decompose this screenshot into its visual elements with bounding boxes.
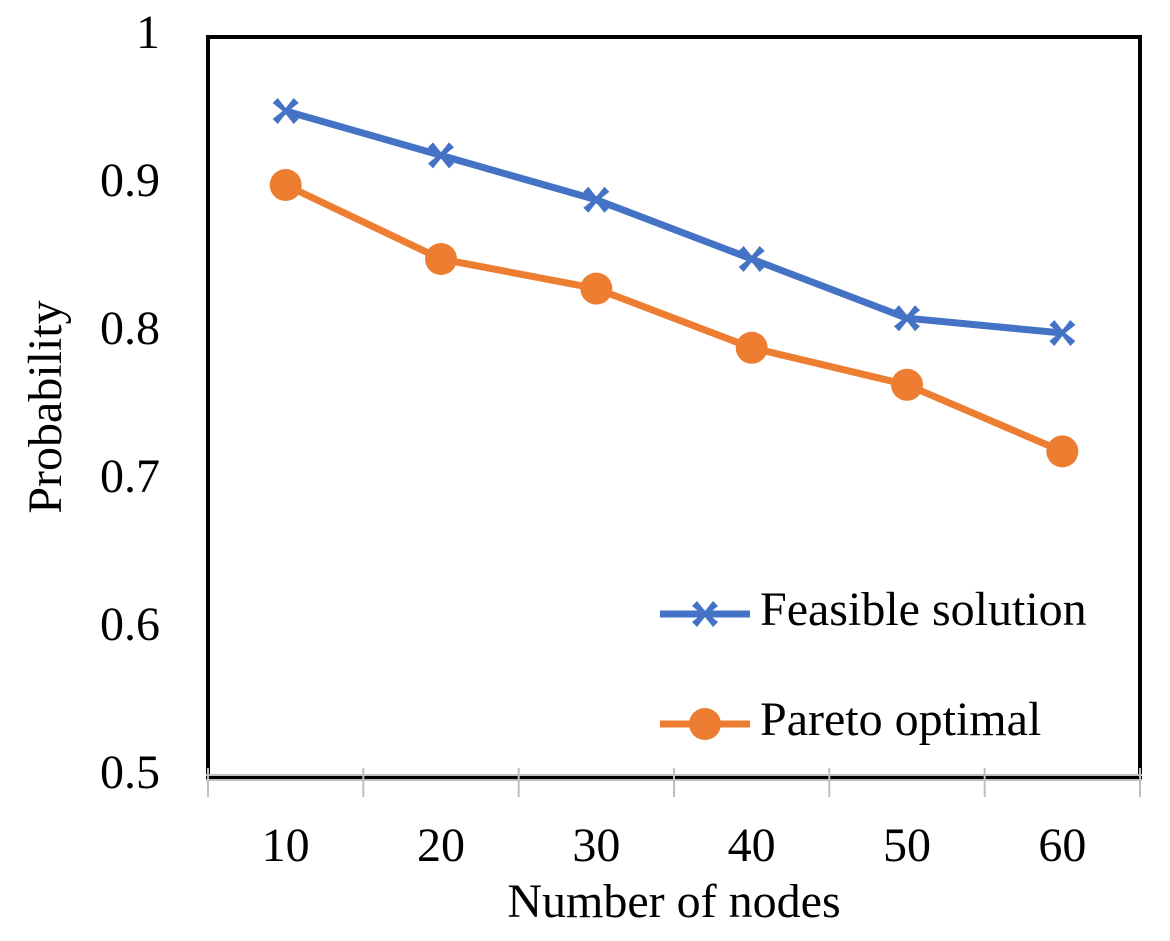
x-tick-label: 60 [1038, 819, 1086, 872]
legend-label: Pareto optimal [760, 693, 1041, 746]
legend-marker [689, 708, 721, 740]
y-tick-label: 0.6 [100, 598, 160, 651]
data-point [272, 98, 299, 124]
data-point [580, 272, 613, 305]
y-tick-label: 0.5 [100, 746, 160, 799]
y-tick-label: 0.7 [100, 450, 160, 503]
data-point [1046, 435, 1079, 468]
data-point [891, 368, 923, 401]
x-axis-title: Number of nodes [507, 875, 840, 928]
legend-label: Feasible solution [760, 583, 1087, 636]
x-tick-label: 50 [883, 819, 931, 872]
data-point [425, 243, 457, 275]
legend-marker [692, 601, 718, 627]
y-tick-label: 0.8 [100, 302, 160, 355]
x-tick-label: 40 [728, 819, 776, 872]
data-point [428, 142, 454, 169]
data-point [583, 186, 610, 213]
x-tick-label: 20 [417, 819, 465, 872]
x-tick-label: 10 [262, 819, 310, 872]
y-tick-label: 0.9 [100, 154, 160, 207]
x-tick-label: 30 [572, 819, 620, 872]
data-point [269, 169, 302, 201]
y-axis-title: Probability [19, 300, 72, 513]
series-line [284, 107, 1063, 337]
data-point [894, 305, 920, 332]
data-point [738, 246, 765, 272]
data-point [1049, 320, 1076, 346]
y-tick-label: 1 [136, 6, 160, 59]
data-point [735, 331, 768, 364]
series-line [284, 181, 1064, 455]
